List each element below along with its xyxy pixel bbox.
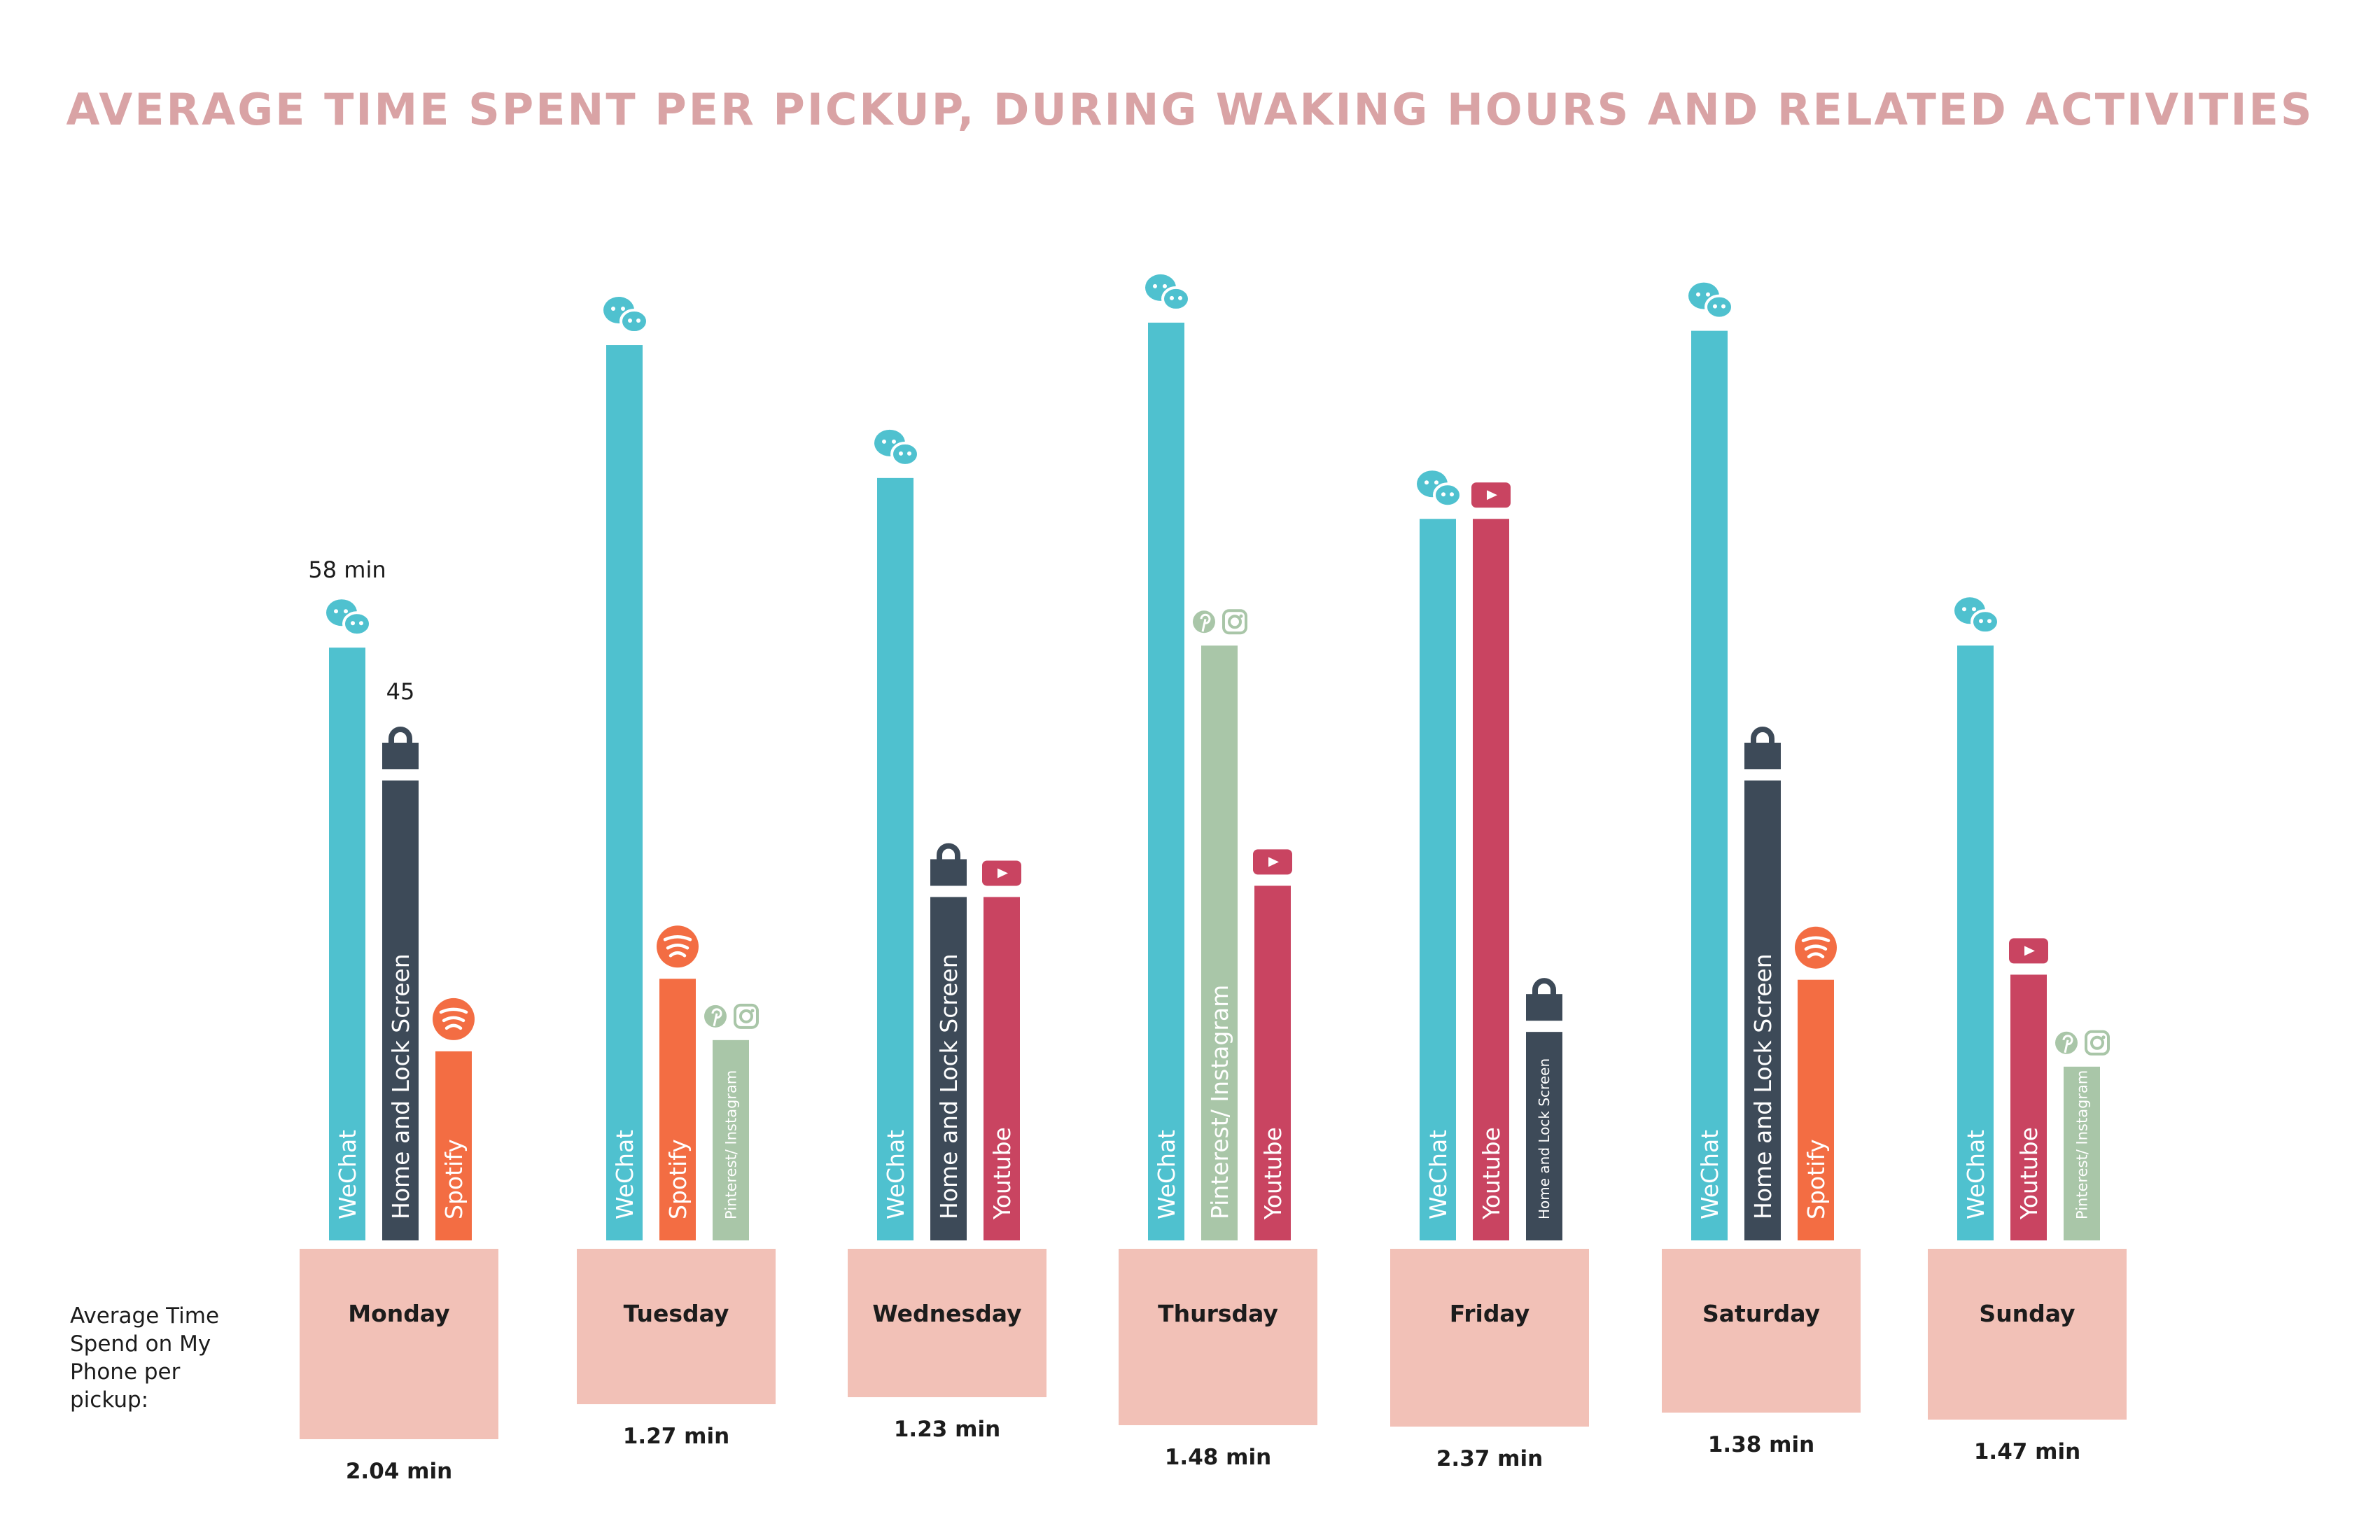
bar-wednesday-home-and-lock-screen [930,897,967,1240]
avg-label-wednesday: 1.23 min [894,1417,1000,1442]
pinterest-instagram-icon [1193,609,1247,635]
avg-label-monday: 2.04 min [346,1459,452,1484]
bar-thursday-wechat [1148,322,1184,1240]
lock-icon [382,727,419,769]
spotify-icon [657,925,699,968]
bar-saturday-wechat [1691,330,1728,1241]
day-group-friday: WeChat Youtube Home and Lock Screen Friday 2… [1390,470,1589,1471]
bar-friday-youtube [1473,519,1509,1240]
day-box-friday [1390,1249,1589,1427]
day-box-saturday [1662,1249,1861,1413]
bar-label-saturday-wechat: WeChat [1696,1130,1723,1219]
day-label-thursday: Thursday [1158,1300,1278,1327]
bar-label-thursday-youtube: Youtube [1259,1127,1287,1220]
day-group-wednesday: WeChat Home and Lock Screen Youtube Wednesd… [848,429,1046,1442]
bar-label-friday-home-and-lock-screen: Home and Lock Screen [1536,1058,1553,1219]
bar-wednesday-youtube [983,897,1020,1240]
value-label-monday-lock: 45 [386,678,415,705]
day-box-monday [300,1249,498,1439]
youtube-icon [1471,482,1511,508]
wechat-icon [1417,470,1462,508]
bar-label-wednesday-home-and-lock-screen: Home and Lock Screen [935,953,962,1219]
bar-label-saturday-spotify: Spotify [1802,1139,1830,1219]
bar-label-thursday-wechat: WeChat [1153,1130,1180,1219]
bar-friday-wechat [1420,519,1456,1240]
bar-label-friday-youtube: Youtube [1478,1127,1505,1220]
wechat-icon [1954,597,2000,635]
youtube-icon [1253,849,1292,875]
bar-label-wednesday-wechat: WeChat [882,1130,909,1219]
lock-icon [1744,727,1781,769]
day-label-wednesday: Wednesday [872,1300,1021,1327]
youtube-icon [2009,938,2048,964]
bar-tuesday-wechat [606,345,643,1240]
avg-label-sunday: 1.47 min [1974,1439,2080,1464]
spotify-icon [1795,926,1837,969]
bar-thursday-youtube [1254,886,1291,1240]
bar-wednesday-wechat [877,477,913,1240]
day-label-monday: Monday [348,1300,449,1327]
bar-monday-home-and-lock-screen [382,780,419,1240]
bar-label-wednesday-youtube: Youtube [988,1127,1016,1220]
chart-marks: WeChat Home and Lock Screen Spotify Monday 2… [300,274,2127,1484]
day-group-sunday: WeChat Youtube Pinterest/ Instagram Sunday 1… [1928,597,2127,1464]
day-box-wednesday [848,1249,1046,1397]
avg-label-thursday: 1.48 min [1165,1445,1271,1470]
bar-sunday-wechat [1957,645,1994,1240]
pinterest-instagram-icon [2055,1030,2110,1056]
bar-label-tuesday-wechat: WeChat [611,1130,638,1219]
bar-label-tuesday-pinterest-instagram: Pinterest/ Instagram [723,1070,740,1219]
wechat-icon [1145,274,1191,312]
bar-saturday-spotify [1798,979,1834,1240]
bar-monday-wechat [329,648,365,1240]
youtube-icon [982,860,1021,886]
day-label-tuesday: Tuesday [624,1300,729,1327]
bar-sunday-pinterest-instagram [2064,1066,2100,1240]
bar-label-monday-spotify: Spotify [440,1139,468,1219]
day-box-tuesday [577,1249,776,1404]
bar-label-saturday-home-and-lock-screen: Home and Lock Screen [1749,953,1777,1219]
bar-label-sunday-wechat: WeChat [1962,1130,1989,1219]
spotify-icon [433,997,475,1040]
chart-title: AVERAGE TIME SPENT PER PICKUP, DURING WA… [66,84,2314,135]
day-group-saturday: WeChat Home and Lock Screen Spotify Saturda… [1662,282,1861,1457]
wechat-icon [1688,282,1734,320]
wechat-icon [603,297,649,335]
lock-icon [1526,978,1562,1021]
day-group-thursday: WeChat Pinterest/ Instagram Youtube Thursda… [1119,274,1317,1470]
bar-label-tuesday-spotify: Spotify [664,1139,692,1219]
wechat-icon [326,599,372,637]
bar-monday-spotify [435,1051,472,1240]
bar-sunday-youtube [2010,974,2047,1240]
day-label-sunday: Sunday [1979,1300,2075,1327]
avg-label-saturday: 1.38 min [1708,1432,1814,1457]
bar-label-sunday-youtube: Youtube [2015,1127,2043,1220]
bar-label-friday-wechat: WeChat [1424,1130,1452,1219]
wechat-icon [874,429,920,467]
day-box-sunday [1928,1249,2127,1420]
bar-tuesday-pinterest-instagram [713,1040,749,1240]
bar-label-monday-home-and-lock-screen: Home and Lock Screen [387,953,414,1219]
day-box-thursday [1119,1249,1317,1425]
bar-saturday-home-and-lock-screen [1744,780,1781,1240]
bar-label-monday-wechat: WeChat [334,1130,361,1219]
day-label-saturday: Saturday [1702,1300,1820,1327]
day-label-friday: Friday [1450,1300,1530,1327]
avg-label-tuesday: 1.27 min [623,1424,729,1449]
value-label-monday-wechat: 58 min [308,556,386,583]
day-group-tuesday: WeChat Spotify Pinterest/ Instagram Tuesday… [577,297,776,1449]
bar-label-thursday-pinterest-instagram: Pinterest/ Instagram [1206,985,1233,1219]
row-label: Average Time Spend on My Phone per picku… [70,1303,220,1413]
bar-thursday-pinterest-instagram [1201,645,1238,1240]
bar-tuesday-spotify [659,979,696,1240]
bar-friday-home-and-lock-screen [1526,1032,1562,1240]
avg-label-friday: 2.37 min [1436,1446,1543,1471]
pinterest-instagram-icon [704,1003,759,1029]
bar-label-sunday-pinterest-instagram: Pinterest/ Instagram [2074,1070,2091,1219]
lock-icon [930,843,967,886]
day-group-monday: WeChat Home and Lock Screen Spotify Monday 2… [300,599,498,1484]
